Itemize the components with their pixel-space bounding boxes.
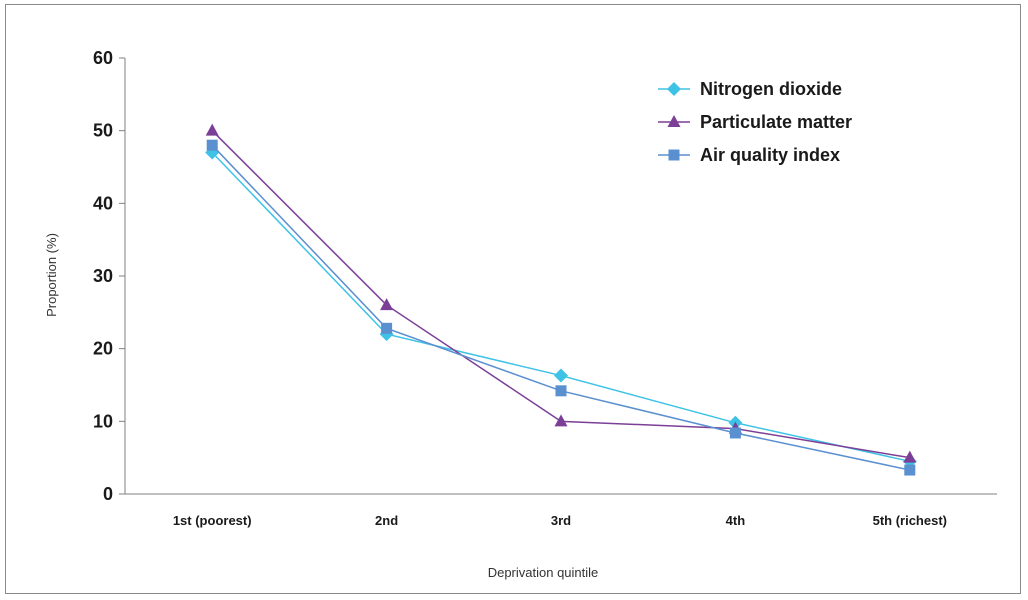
y-tick-label: 40 — [93, 193, 113, 213]
legend-marker — [667, 115, 681, 127]
data-point — [205, 123, 219, 136]
data-point — [904, 464, 916, 476]
data-point — [903, 450, 917, 463]
y-axis-title: Proportion (%) — [44, 233, 59, 317]
legend-entry: Nitrogen dioxide — [658, 79, 842, 99]
line-chart: 1st (poorest) 2nd 3rd 4th 5th (richest) 0 10 2… — [44, 48, 997, 580]
legend-entry: Particulate matter — [658, 112, 852, 132]
data-point — [554, 368, 568, 383]
series-group — [205, 123, 917, 476]
chart-frame: 1st (poorest) 2nd 3rd 4th 5th (richest) 0 10 2… — [5, 4, 1021, 594]
x-tick-label: 2nd — [375, 513, 398, 528]
data-point — [555, 385, 567, 397]
data-point — [729, 427, 741, 439]
legend-label: Air quality index — [700, 145, 840, 165]
y-tick-label: 50 — [93, 121, 113, 141]
data-point — [381, 322, 393, 334]
x-tick-label: 3rd — [551, 513, 571, 528]
data-point — [554, 414, 568, 427]
x-axis-title: Deprivation quintile — [488, 565, 599, 580]
x-tick-label: 4th — [726, 513, 746, 528]
y-tick-label: 0 — [103, 484, 113, 504]
data-point — [380, 298, 394, 311]
x-tick-label: 1st (poorest) — [173, 513, 252, 528]
series-line — [211, 130, 910, 459]
y-tick-label: 10 — [93, 411, 113, 431]
y-tick-label: 30 — [93, 266, 113, 286]
x-tick-label: 5th (richest) — [873, 513, 947, 528]
legend-entry: Air quality index — [658, 145, 840, 165]
data-point — [206, 139, 218, 151]
x-tick-labels: 1st (poorest) 2nd 3rd 4th 5th (richest) — [173, 513, 947, 528]
series-particulate-matter — [205, 123, 917, 463]
axes — [119, 57, 997, 495]
legend-marker — [668, 149, 680, 161]
y-tick-label: 20 — [93, 339, 113, 359]
legend: Nitrogen dioxide Particulate matter Air qu… — [658, 79, 852, 165]
legend-label: Nitrogen dioxide — [700, 79, 842, 99]
y-tick-labels: 0 10 20 30 40 50 60 — [93, 48, 113, 504]
series-air-quality-index — [206, 139, 916, 476]
legend-label: Particulate matter — [700, 112, 852, 132]
y-tick-label: 60 — [93, 48, 113, 68]
legend-marker — [667, 82, 681, 96]
